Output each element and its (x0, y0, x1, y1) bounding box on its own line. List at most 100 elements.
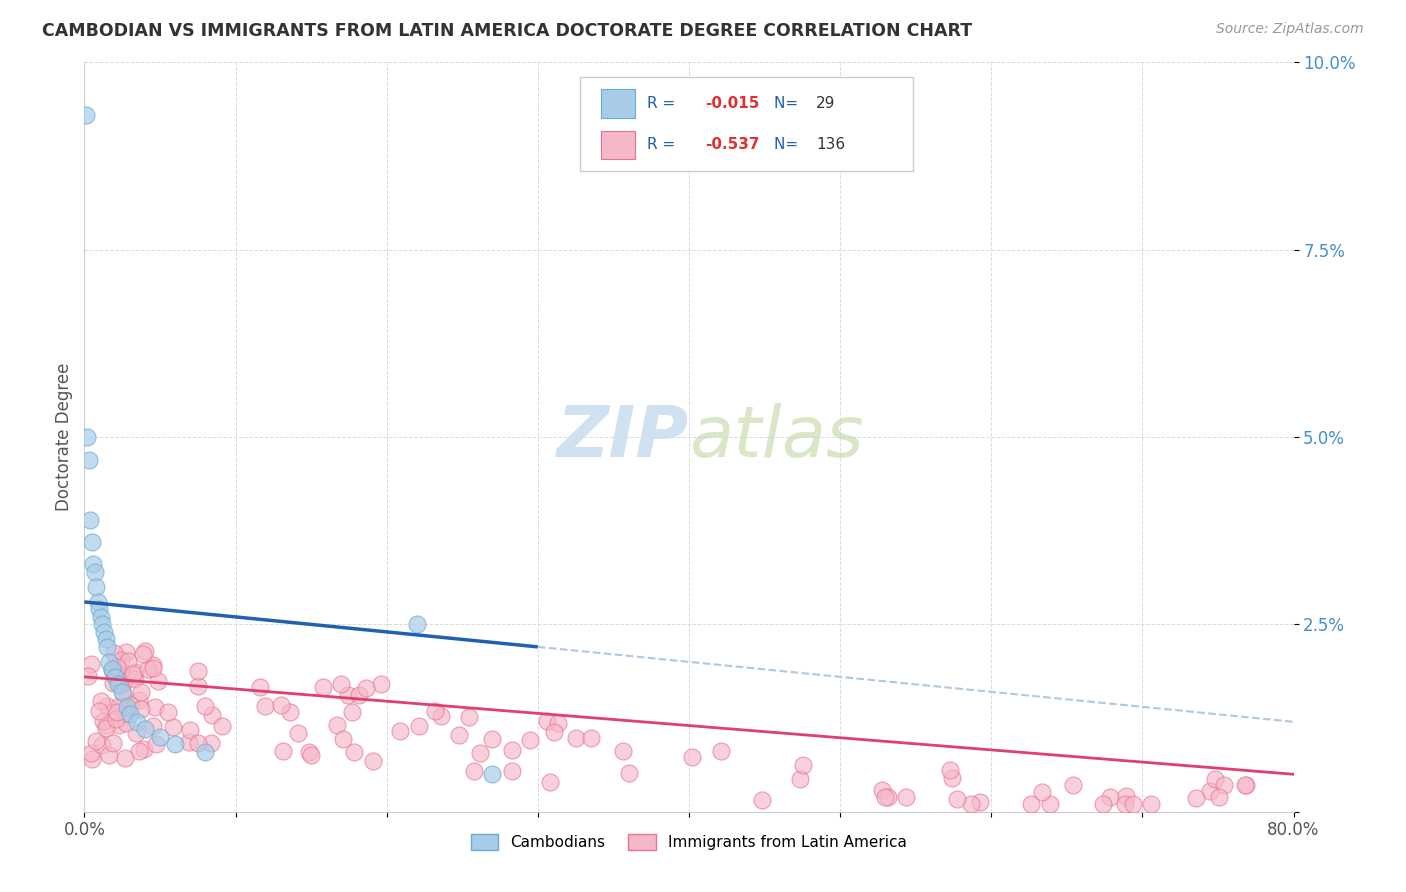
Point (612, 744, 634, 758)
Point (187, 665, 209, 679)
Point (332, 731, 354, 746)
Point (143, 700, 166, 714)
Point (501, 743, 523, 757)
Point (82, 558, 104, 572)
Point (84, 733, 107, 747)
Point (543, 724, 565, 739)
Text: Source: ZipAtlas.com: Source: ZipAtlas.com (1216, 22, 1364, 37)
Point (939, 764, 962, 778)
Point (177, 734, 200, 748)
Point (98, 747, 121, 762)
Point (941, 771, 963, 785)
Point (681, 749, 703, 764)
Point (449, 728, 471, 742)
Point (145, 737, 167, 751)
Point (336, 689, 359, 703)
Point (111, 686, 134, 700)
Text: N=: N= (773, 137, 803, 153)
Point (90, 693, 112, 707)
Point (107, 677, 129, 691)
Point (194, 745, 217, 759)
Point (136, 662, 159, 676)
Point (389, 724, 412, 739)
Point (101, 663, 124, 677)
Point (1213, 778, 1236, 792)
Point (287, 725, 309, 739)
Point (105, 705, 128, 719)
Point (87, 595, 110, 609)
Point (114, 706, 136, 720)
Point (142, 661, 165, 675)
Point (108, 698, 131, 713)
Point (107, 673, 129, 687)
Point (142, 657, 165, 672)
Y-axis label: Doctorate Degree: Doctorate Degree (55, 363, 73, 511)
Point (120, 698, 142, 712)
Point (1114, 797, 1136, 812)
Text: 136: 136 (815, 137, 845, 153)
Point (187, 679, 209, 693)
Point (90, 738, 112, 752)
Point (1019, 797, 1042, 811)
Point (969, 795, 991, 809)
Point (458, 709, 481, 723)
Text: 29: 29 (815, 96, 835, 112)
Point (90, 610, 112, 624)
Point (211, 719, 233, 733)
Point (84, 565, 107, 579)
Point (128, 693, 150, 707)
Point (347, 688, 370, 702)
Point (423, 704, 446, 718)
Text: R =: R = (647, 96, 679, 112)
Point (501, 764, 523, 778)
Point (298, 745, 321, 759)
Point (76, 669, 98, 683)
Text: R =: R = (647, 137, 679, 153)
Point (97, 655, 120, 669)
Point (124, 672, 146, 686)
Point (165, 737, 187, 751)
Point (1115, 789, 1137, 804)
Point (536, 714, 558, 728)
Point (94, 632, 117, 647)
Point (80, 657, 103, 671)
Point (1233, 778, 1256, 792)
Text: N=: N= (773, 96, 803, 112)
Point (960, 797, 983, 812)
Point (117, 654, 139, 668)
Point (249, 681, 271, 695)
Point (1031, 785, 1053, 799)
Point (115, 715, 138, 730)
Point (128, 744, 150, 758)
Point (619, 765, 641, 780)
Point (538, 775, 561, 789)
Text: -0.015: -0.015 (704, 96, 759, 112)
Point (751, 792, 773, 806)
Point (363, 755, 385, 769)
Point (1204, 772, 1226, 786)
Point (89, 602, 111, 616)
Point (547, 715, 569, 730)
Point (111, 700, 134, 714)
Point (326, 718, 349, 732)
Text: atlas: atlas (689, 402, 863, 472)
Point (343, 745, 366, 759)
Point (579, 731, 602, 746)
Point (114, 751, 136, 765)
Point (79, 512, 101, 526)
Point (134, 723, 156, 737)
Point (124, 665, 146, 680)
Point (789, 772, 811, 787)
Point (519, 732, 541, 747)
Point (354, 681, 377, 695)
Point (946, 791, 969, 805)
Point (96, 640, 118, 654)
Point (103, 646, 125, 660)
Point (329, 676, 352, 690)
Point (565, 731, 588, 745)
Point (101, 676, 124, 690)
Text: -0.537: -0.537 (704, 137, 759, 153)
Point (870, 782, 893, 797)
Point (115, 699, 138, 714)
Point (1092, 797, 1115, 812)
